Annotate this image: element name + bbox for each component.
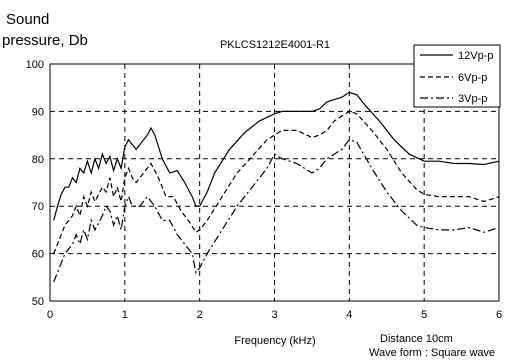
legend: 12Vp-p 6Vp-p 3Vp-p	[413, 44, 501, 108]
y-tick-label: 100	[26, 59, 44, 71]
legend-label-12vpp: 12Vp-p	[458, 50, 493, 62]
y-tick-label: 60	[32, 249, 44, 261]
legend-label-6vpp: 6Vp-p	[458, 72, 487, 84]
note-distance: Distance 10cm	[380, 333, 453, 345]
x-tick-label: 0	[47, 309, 53, 321]
y-tick-label: 80	[32, 154, 44, 166]
note-waveform: Wave form : Square wave	[369, 347, 495, 359]
y-axis-label-line1: Sound	[6, 11, 49, 28]
x-axis-label: Frequency (kHz)	[234, 335, 315, 347]
y-tick-labels: 50 60 70 80 90 100	[26, 59, 44, 308]
y-tick-label: 90	[32, 106, 44, 118]
chart-title: PKLCS1212E4001-R1	[220, 39, 330, 51]
x-tick-label: 5	[421, 309, 427, 321]
legend-label-3vpp: 3Vp-p	[458, 93, 487, 105]
x-tick-label: 4	[346, 309, 352, 321]
x-tick-label: 2	[197, 309, 203, 321]
series-lines	[53, 91, 500, 283]
series-line-12vpp	[53, 91, 500, 221]
y-tick-label: 50	[32, 296, 44, 308]
y-tick-label: 70	[32, 201, 44, 213]
x-tick-label: 3	[271, 309, 277, 321]
x-tick-label: 6	[496, 309, 502, 321]
series-line-6vpp	[53, 110, 500, 254]
y-axis-label-line2: pressure, Db	[2, 32, 88, 49]
series-line-3vpp	[53, 139, 500, 283]
x-tick-label: 1	[122, 309, 128, 321]
x-tick-labels: 0 1 2 3 4 5 6	[47, 309, 502, 321]
